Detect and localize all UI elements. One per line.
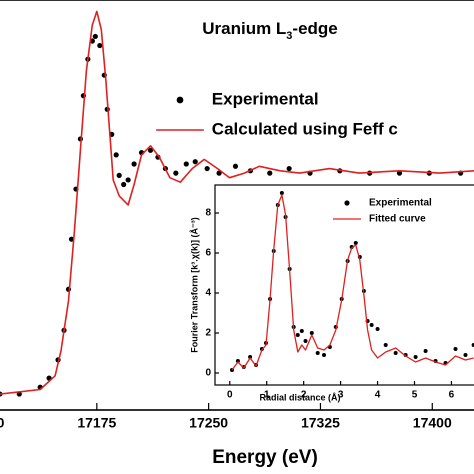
data-point: [396, 170, 403, 176]
data-point: [463, 353, 468, 357]
x-axis-label: Energy (eV): [212, 447, 318, 468]
chart-title: Uranium L3-edge: [202, 19, 338, 41]
data-point: [92, 33, 98, 40]
x-tick-label: 1: [264, 390, 270, 401]
legend-label: Experimental: [369, 198, 432, 209]
x-tick-label: 17175: [77, 415, 116, 431]
data-point: [97, 42, 103, 49]
y-tick-label: 2: [205, 328, 211, 339]
data-point: [113, 152, 119, 158]
data-point: [68, 236, 75, 242]
data-point: [248, 355, 253, 359]
data-point: [121, 181, 127, 188]
data-point: [299, 329, 304, 333]
data-point: [183, 161, 189, 167]
legend-swatch: [344, 200, 350, 206]
data-point: [173, 170, 179, 176]
x-tick-label: 17250: [189, 415, 228, 431]
title-part: -edge: [292, 19, 337, 38]
data-point: [295, 333, 300, 337]
data-point: [204, 165, 210, 172]
y-tick-label: 0: [205, 368, 211, 379]
data-point: [315, 351, 320, 355]
data-point: [125, 177, 131, 183]
data-point: [453, 347, 458, 351]
data-point: [131, 161, 137, 167]
data-point: [286, 165, 292, 172]
data-point: [192, 159, 198, 165]
data-point: [267, 170, 273, 176]
plot: 0 1 2 3 4 5 6 0 2 4 6 8 Radial distance (Å) Fourier T…: [189, 184, 474, 402]
legend-label: Calculated using Feff c: [212, 119, 398, 138]
x-tick-label: 17100: [0, 415, 5, 431]
x-tick-label: 6: [449, 390, 455, 401]
data-line: [231, 194, 474, 371]
title-subscript: 3: [286, 30, 292, 42]
legend-label: Experimental: [212, 89, 319, 108]
data-point: [423, 349, 428, 353]
data-line: [0, 10, 474, 395]
x-tick-label: 17325: [301, 415, 340, 431]
data-point: [303, 339, 308, 343]
data-point: [413, 355, 418, 359]
data-point: [369, 323, 374, 327]
y-axis-label: Fourier Transform [k³.χ(k)] (Å⁻³): [189, 217, 199, 352]
data-point: [393, 351, 398, 355]
title-part: Uranium L: [202, 19, 286, 38]
data-point: [375, 327, 380, 331]
x-tick-label: 2: [301, 390, 307, 401]
x-tick-label: 17400: [413, 415, 452, 431]
data-point: [353, 241, 358, 245]
x-axis-label: Radial distance (Å): [259, 392, 340, 402]
data-point: [147, 147, 154, 153]
data-point: [232, 163, 239, 169]
y-tick-label: 8: [205, 208, 211, 219]
x-tick-label: 0: [227, 390, 233, 401]
x-tick-label: 3: [338, 390, 344, 401]
data-point: [321, 353, 326, 357]
y-tick-label: 4: [205, 288, 211, 299]
data-point: [216, 170, 222, 176]
data-point: [279, 191, 284, 195]
legend-swatch: [176, 96, 184, 104]
x-tick-label: 5: [412, 390, 418, 401]
x-tick-label: 4: [375, 390, 381, 401]
y-tick-label: 6: [205, 248, 211, 259]
data-point: [383, 343, 388, 347]
data-point: [116, 172, 122, 178]
data-point: [309, 331, 314, 335]
data-point: [471, 343, 474, 347]
legend-label: Fitted curve: [369, 214, 426, 225]
data-point: [235, 359, 240, 363]
